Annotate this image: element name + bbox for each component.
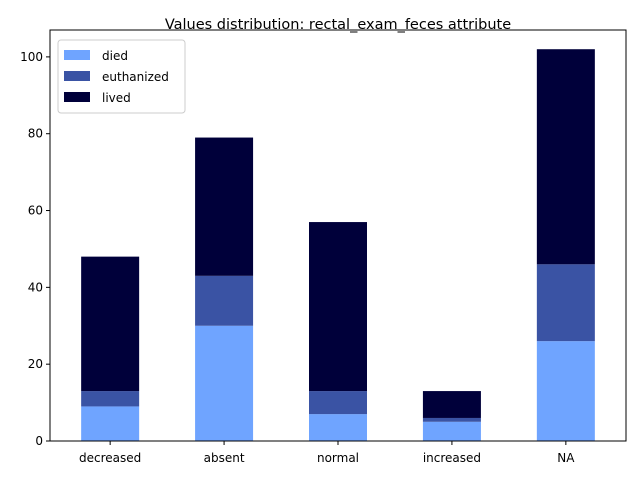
y-tick-label: 0 [35, 434, 43, 448]
legend-swatch-died [64, 50, 90, 60]
bar-died-decreased [81, 406, 140, 441]
y-tick-label: 40 [28, 280, 43, 294]
bar-lived-decreased [81, 256, 140, 392]
bar-euthanized-absent [195, 275, 254, 326]
bar-lived-normal [309, 222, 367, 392]
bars-group [81, 49, 595, 441]
y-axis: 0 20 40 60 80 100 [20, 50, 50, 448]
y-tick-label: 20 [28, 357, 43, 371]
bar-euthanized-decreased [81, 391, 140, 407]
bar-died-NA [536, 341, 595, 441]
bar-euthanized-normal [309, 391, 367, 415]
bar-lived-absent [195, 137, 254, 276]
x-tick-label: absent [204, 451, 245, 465]
x-tick-label: NA [557, 451, 575, 465]
x-axis: decreased absent normal increased NA [79, 441, 575, 465]
x-tick-label: increased [423, 451, 481, 465]
legend-label-euthanized: euthanized [102, 70, 169, 84]
legend: died euthanized lived [57, 39, 186, 114]
bar-euthanized-increased [422, 417, 481, 422]
bar-died-increased [422, 421, 481, 441]
legend-label-died: died [102, 49, 128, 63]
legend-swatch-euthanized [64, 71, 90, 81]
chart-title: Values distribution: rectal_exam_feces a… [165, 17, 511, 33]
bar-lived-NA [536, 49, 595, 265]
bar-died-absent [195, 325, 254, 441]
legend-swatch-lived [64, 92, 90, 102]
bar-lived-increased [422, 391, 481, 418]
x-tick-label: normal [317, 451, 359, 465]
y-tick-label: 60 [28, 204, 43, 218]
bar-euthanized-NA [536, 264, 595, 342]
legend-label-lived: lived [102, 91, 131, 105]
y-tick-label: 100 [20, 50, 43, 64]
x-tick-label: decreased [79, 451, 141, 465]
bar-died-normal [309, 414, 367, 441]
y-tick-label: 80 [28, 127, 43, 141]
